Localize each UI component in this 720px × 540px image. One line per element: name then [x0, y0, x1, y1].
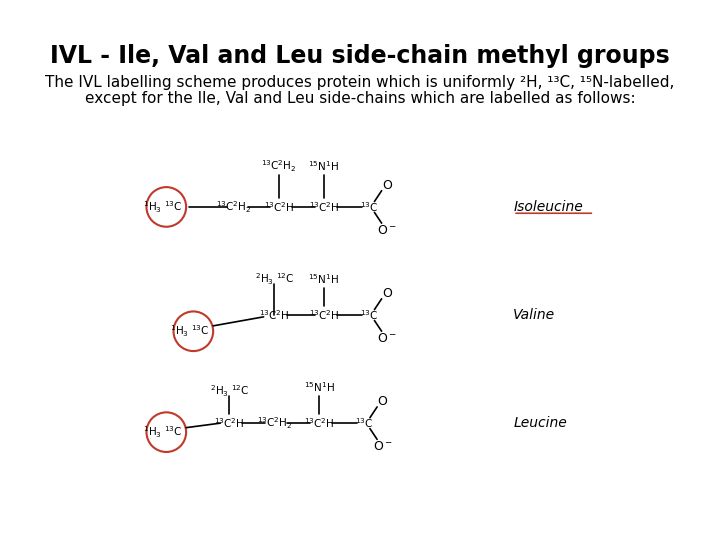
Text: IVL - Ile, Val and Leu side-chain methyl groups: IVL - Ile, Val and Leu side-chain methyl… [50, 44, 670, 68]
Text: O: O [377, 395, 387, 408]
Text: $^{15}$N$^1$H: $^{15}$N$^1$H [308, 159, 340, 173]
Text: O: O [382, 179, 392, 192]
Text: $^{13}$C$^2$H$_2$: $^{13}$C$^2$H$_2$ [256, 415, 292, 431]
Text: $^{13}$C$^2$H: $^{13}$C$^2$H [304, 416, 335, 430]
Text: $^{13}$C$^2$H: $^{13}$C$^2$H [259, 308, 289, 322]
Text: Valine: Valine [513, 308, 555, 322]
Text: except for the Ile, Val and Leu side-chains which are labelled as follows:: except for the Ile, Val and Leu side-cha… [85, 91, 635, 106]
Text: $^{15}$N$^1$H: $^{15}$N$^1$H [304, 380, 335, 394]
Text: $^{13}$C$^2$H: $^{13}$C$^2$H [214, 416, 245, 430]
Text: $^2$H$_3$ $^{12}$C: $^2$H$_3$ $^{12}$C [210, 384, 249, 400]
Text: O$^-$: O$^-$ [377, 332, 397, 345]
Text: $^1$H$_3$ $^{13}$C: $^1$H$_3$ $^{13}$C [170, 323, 210, 339]
Text: $^{13}$C: $^{13}$C [360, 200, 378, 214]
Text: $^{13}$C$^2$H: $^{13}$C$^2$H [309, 308, 339, 322]
Text: $^{13}$C$^2$H$_2$: $^{13}$C$^2$H$_2$ [261, 159, 297, 174]
Text: Isoleucine: Isoleucine [513, 200, 583, 214]
Text: $^{13}$C$^2$H: $^{13}$C$^2$H [264, 200, 294, 214]
Text: Leucine: Leucine [513, 416, 567, 430]
Text: O: O [382, 287, 392, 300]
Text: $^{13}$C$^2$H$_2$: $^{13}$C$^2$H$_2$ [216, 199, 252, 215]
Text: O$^-$: O$^-$ [372, 440, 392, 453]
Text: The IVL labelling scheme produces protein which is uniformly ²H, ¹³C, ¹⁵N-labell: The IVL labelling scheme produces protei… [45, 75, 675, 90]
Text: $^1$H$_3$ $^{13}$C: $^1$H$_3$ $^{13}$C [143, 199, 182, 215]
Text: O$^-$: O$^-$ [377, 224, 397, 237]
Text: $^{13}$C: $^{13}$C [360, 308, 378, 322]
Text: $^2$H$_3$ $^{12}$C: $^2$H$_3$ $^{12}$C [255, 271, 294, 287]
Text: $^1$H$_3$ $^{13}$C: $^1$H$_3$ $^{13}$C [143, 424, 182, 440]
Text: $^{15}$N$^1$H: $^{15}$N$^1$H [308, 272, 340, 286]
Text: $^{13}$C: $^{13}$C [355, 416, 374, 430]
Text: $^{13}$C$^2$H: $^{13}$C$^2$H [309, 200, 339, 214]
